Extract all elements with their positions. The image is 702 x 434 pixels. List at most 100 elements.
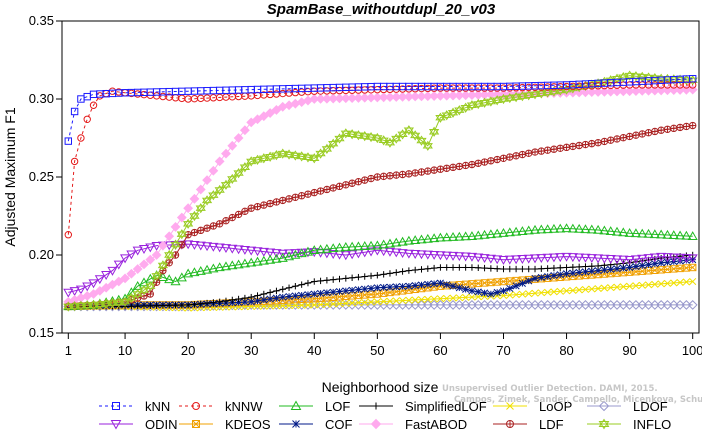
x-tick-label: 80: [559, 343, 573, 358]
data-point: [64, 137, 73, 145]
data-point: [285, 284, 293, 291]
data-point: [279, 293, 287, 301]
data-point: [561, 252, 572, 262]
data-point: [460, 252, 471, 262]
data-point: [316, 187, 325, 195]
data-point: [557, 264, 564, 271]
data-point: [536, 254, 547, 264]
data-point: [183, 218, 194, 229]
data-point: [391, 237, 402, 247]
data-point: [342, 299, 350, 307]
data-point: [334, 242, 345, 252]
data-point: [140, 302, 148, 310]
legend-marker: [192, 402, 200, 410]
legend-entry-lof: LOF: [279, 399, 350, 414]
data-point: [644, 281, 653, 289]
data-point: [542, 224, 553, 234]
data-point: [492, 255, 503, 265]
data-point: [455, 284, 463, 292]
data-point: [147, 302, 154, 310]
data-point: [498, 255, 509, 265]
data-point: [397, 236, 408, 246]
data-point: [297, 192, 306, 200]
data-point: [323, 300, 331, 308]
data-point: [506, 265, 513, 273]
data-point: [241, 294, 249, 302]
data-point: [340, 251, 351, 261]
data-point: [254, 292, 261, 299]
data-point: [239, 162, 251, 173]
data-point: [416, 135, 427, 146]
data-point: [567, 253, 578, 263]
data-point: [588, 263, 595, 270]
y-axis: 0.15 0.20 0.25 0.30 0.35: [29, 13, 62, 340]
data-point: [246, 246, 257, 256]
data-point: [657, 126, 665, 134]
data-point: [158, 240, 168, 251]
data-point: [618, 227, 629, 237]
x-tick-label: 70: [496, 343, 510, 358]
data-point: [266, 295, 274, 303]
data-point: [493, 288, 501, 296]
data-point: [529, 254, 541, 264]
data-point: [113, 260, 124, 270]
data-point: [195, 266, 206, 275]
legend-entry-knn: kNN: [99, 399, 170, 414]
data-point: [468, 287, 476, 295]
data-point: [386, 172, 394, 180]
data-point: [506, 284, 514, 292]
data-point: [418, 266, 425, 273]
data-point: [272, 294, 280, 302]
data-point: [681, 254, 692, 264]
data-point: [675, 253, 686, 263]
data-point: [417, 296, 426, 304]
data-point: [197, 300, 204, 307]
data-point: [422, 233, 433, 243]
data-point: [611, 226, 623, 236]
legend-entry-kdeos: KDEOS: [179, 417, 271, 432]
data-point: [138, 284, 150, 296]
data-point: [391, 248, 402, 258]
series-layer: [63, 70, 698, 312]
data-point: [298, 301, 306, 309]
data-point: [126, 268, 137, 279]
data-point: [70, 157, 79, 166]
data-point: [107, 279, 118, 290]
data-point: [317, 289, 325, 297]
data-point: [195, 241, 206, 251]
data-point: [449, 282, 457, 290]
data-point: [183, 203, 194, 214]
series-inflo: [63, 70, 698, 312]
data-point: [688, 263, 697, 272]
data-point: [575, 286, 583, 294]
data-point: [195, 203, 206, 214]
data-point: [239, 245, 250, 255]
data-point: [411, 169, 419, 177]
data-point: [529, 224, 541, 234]
data-point: [441, 232, 452, 242]
legend-label: COF: [325, 417, 353, 432]
data-point: [241, 207, 249, 216]
legend-marker: [506, 402, 514, 410]
data-point: [310, 290, 318, 298]
data-point: [651, 280, 659, 288]
data-point: [132, 246, 143, 256]
data-point: [335, 300, 344, 308]
legend-marker: [290, 400, 302, 410]
data-point: [474, 159, 482, 167]
data-point: [537, 273, 545, 282]
data-point: [220, 261, 232, 271]
data-point: [126, 250, 137, 260]
data-point: [479, 229, 490, 239]
data-point: [214, 243, 225, 253]
data-point: [580, 253, 591, 263]
data-point: [317, 277, 324, 285]
data-point: [361, 285, 369, 293]
data-point: [441, 251, 452, 261]
data-point: [151, 250, 162, 260]
data-point: [132, 288, 143, 300]
data-point: [416, 250, 427, 260]
data-point: [443, 294, 451, 302]
legend-marker: [598, 418, 610, 430]
data-point: [208, 263, 219, 273]
